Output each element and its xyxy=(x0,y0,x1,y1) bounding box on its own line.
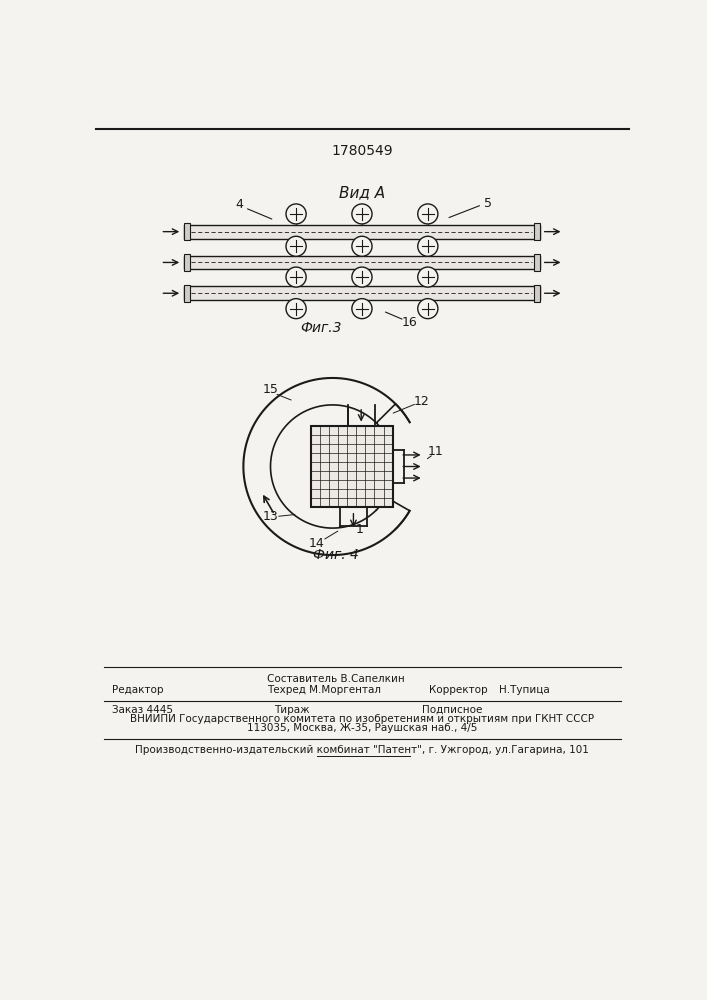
Text: Техред М.Моргентал: Техред М.Моргентал xyxy=(267,685,380,695)
Bar xyxy=(184,223,190,240)
Text: 13: 13 xyxy=(262,510,279,523)
Bar xyxy=(534,285,540,302)
Text: 14: 14 xyxy=(309,537,325,550)
Text: Заказ 4445: Заказ 4445 xyxy=(112,705,173,715)
Bar xyxy=(184,256,540,269)
Text: 15: 15 xyxy=(262,383,279,396)
Bar xyxy=(184,285,190,302)
Bar xyxy=(534,223,540,240)
Bar xyxy=(311,426,392,507)
Text: 12: 12 xyxy=(414,395,429,408)
Circle shape xyxy=(418,236,438,256)
Circle shape xyxy=(352,236,372,256)
Text: Фиг. 4: Фиг. 4 xyxy=(313,548,359,562)
Circle shape xyxy=(352,267,372,287)
Circle shape xyxy=(286,267,306,287)
Circle shape xyxy=(286,299,306,319)
Circle shape xyxy=(418,267,438,287)
Text: Н.Тупица: Н.Тупица xyxy=(499,685,550,695)
Text: ВНИИПИ Государственного комитета по изобретениям и открытиям при ГКНТ СССР: ВНИИПИ Государственного комитета по изоб… xyxy=(130,714,594,724)
Text: 16: 16 xyxy=(402,316,418,329)
Circle shape xyxy=(418,299,438,319)
Bar xyxy=(184,254,190,271)
Text: Тираж: Тираж xyxy=(274,705,310,715)
Text: 1780549: 1780549 xyxy=(331,144,393,158)
Text: 1: 1 xyxy=(356,523,363,536)
Circle shape xyxy=(352,204,372,224)
Text: 5: 5 xyxy=(484,197,491,210)
Text: Корректор: Корректор xyxy=(429,685,488,695)
Text: 4: 4 xyxy=(235,198,243,211)
Text: Редактор: Редактор xyxy=(112,685,163,695)
Circle shape xyxy=(418,204,438,224)
Bar xyxy=(184,225,540,239)
Text: 113035, Москва, Ж-35, Раушская наб., 4/5: 113035, Москва, Ж-35, Раушская наб., 4/5 xyxy=(247,723,477,733)
Text: Вид A: Вид A xyxy=(339,186,385,201)
Bar xyxy=(184,286,540,300)
Circle shape xyxy=(286,236,306,256)
Text: Производственно-издательский комбинат "Патент", г. Ужгород, ул.Гагарина, 101: Производственно-издательский комбинат "П… xyxy=(135,745,589,755)
Circle shape xyxy=(286,204,306,224)
Circle shape xyxy=(352,299,372,319)
Bar xyxy=(534,254,540,271)
Text: Фиг.3: Фиг.3 xyxy=(300,321,341,335)
Text: 11: 11 xyxy=(427,445,443,458)
Text: Подписное: Подписное xyxy=(421,705,482,715)
Text: Составитель В.Сапелкин: Составитель В.Сапелкин xyxy=(267,674,404,684)
